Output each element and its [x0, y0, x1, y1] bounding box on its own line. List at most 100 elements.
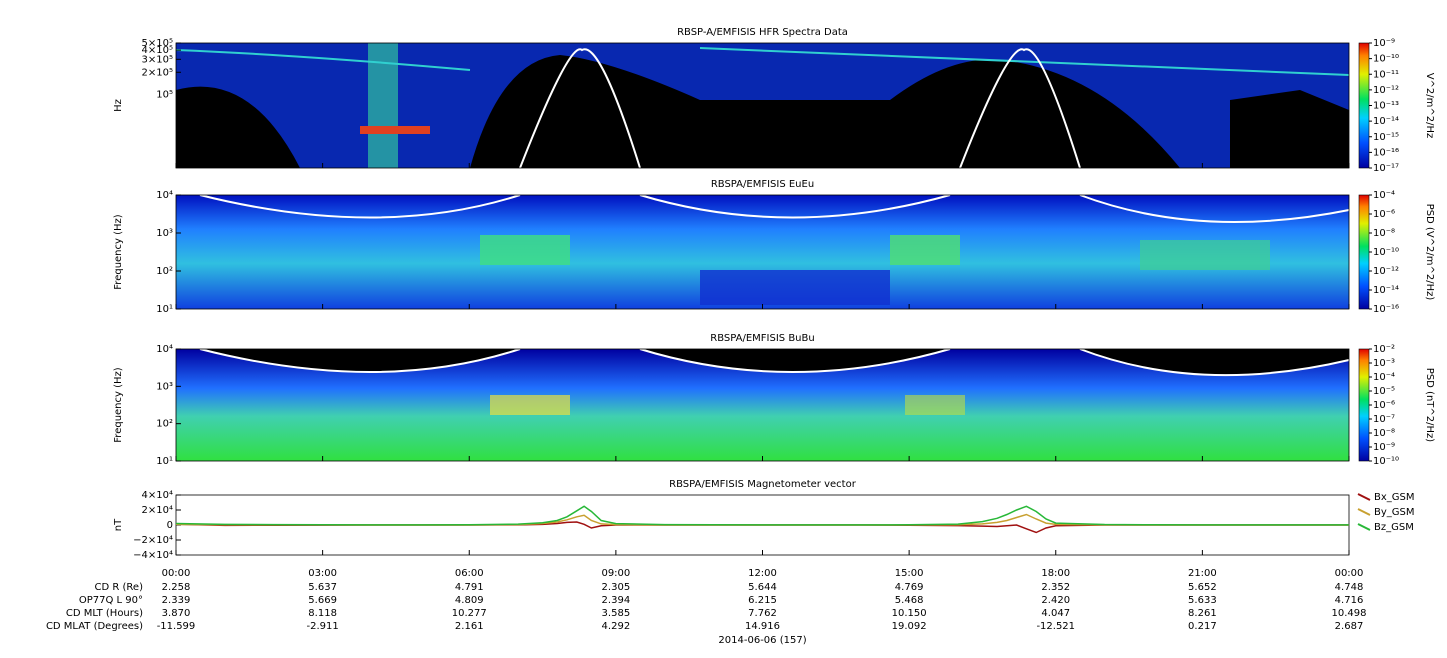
y-axis-label: Frequency (Hz) [113, 367, 124, 443]
colorbar-tick-label: 10⁻⁶ [1373, 400, 1395, 411]
colorbar-tick-label: 10⁻⁴ [1373, 190, 1395, 201]
colorbar [1358, 348, 1370, 462]
ephemeris-value: 2.687 [1335, 621, 1364, 632]
ephemeris-value: 2.258 [162, 582, 191, 593]
colorbar-tick-label: 10⁻¹³ [1373, 101, 1399, 112]
colorbar-tick-label: 10⁻¹⁰ [1373, 247, 1399, 258]
ephemeris-label: CD R (Re) [95, 582, 144, 593]
colorbar-label: V^2/m^2/Hz [1424, 73, 1435, 139]
ephemeris-value: 8.118 [308, 608, 337, 619]
x-tick-label: 00:00 [162, 568, 191, 579]
legend-swatch [1357, 493, 1371, 501]
legend-swatch [1357, 508, 1371, 516]
ephemeris-value: 5.652 [1188, 582, 1217, 593]
ephemeris-value: 2.394 [602, 595, 631, 606]
colorbar [1358, 42, 1370, 169]
ephemeris-value: 4.047 [1041, 608, 1070, 619]
y-tick-label: −2×10⁴ [133, 535, 173, 546]
ephemeris-value: 4.748 [1335, 582, 1364, 593]
colorbar-tick-label: 10⁻⁹ [1373, 38, 1395, 49]
ephemeris-value: 4.292 [602, 621, 631, 632]
x-tick-label: 03:00 [308, 568, 337, 579]
y-tick-label: 10⁵ [156, 89, 173, 100]
ephemeris-value: 7.762 [748, 608, 777, 619]
y-tick-label: 2×10⁴ [142, 505, 173, 516]
panel-title: RBSPA/EMFISIS BuBu [710, 333, 814, 344]
colorbar-tick-label: 10⁻¹⁶ [1373, 304, 1399, 315]
ephemeris-value: 8.261 [1188, 608, 1217, 619]
panel-title: RBSPA/EMFISIS EuEu [711, 179, 814, 190]
y-tick-label: 4×10⁴ [142, 490, 173, 501]
x-tick-label: 21:00 [1188, 568, 1217, 579]
colorbar-tick-label: 10⁻¹⁰ [1373, 456, 1399, 467]
colorbar-tick-label: 10⁻¹⁵ [1373, 132, 1399, 143]
ephemeris-value: -11.599 [157, 621, 196, 632]
colorbar [1358, 194, 1370, 310]
y-axis-label: nT [113, 518, 124, 531]
y-tick-label: 3×10⁵ [142, 54, 173, 65]
x-tick-label: 09:00 [601, 568, 630, 579]
colorbar-tick-label: 10⁻⁴ [1373, 372, 1395, 383]
ephemeris-value: 14.916 [745, 621, 780, 632]
colorbar-tick-label: 10⁻¹² [1373, 85, 1399, 96]
ephemeris-value: 2.352 [1041, 582, 1070, 593]
y-tick-label: 10¹ [156, 304, 173, 315]
legend-label: Bz_GSM [1374, 522, 1414, 533]
ephemeris-value: 4.791 [455, 582, 484, 593]
ephemeris-value: 3.870 [162, 608, 191, 619]
y-tick-label: 10¹ [156, 456, 173, 467]
ephemeris-value: 4.809 [455, 595, 484, 606]
colorbar-tick-label: 10⁻³ [1373, 358, 1395, 369]
colorbar-tick-label: 10⁻⁷ [1373, 414, 1395, 425]
ephemeris-value: 5.637 [308, 582, 337, 593]
y-tick-label: 2×10⁵ [142, 67, 173, 78]
ephemeris-value: 2.339 [162, 595, 191, 606]
colorbar-tick-label: 10⁻¹⁶ [1373, 147, 1399, 158]
series-line [175, 521, 1349, 534]
colorbar-tick-label: 10⁻² [1373, 344, 1395, 355]
panel-title: RBSPA/EMFISIS Magnetometer vector [669, 479, 857, 490]
ephemeris-value: 3.585 [602, 608, 631, 619]
colorbar-label: PSD (V^2/m^2/Hz) [1424, 204, 1435, 301]
ephemeris-value: -2.911 [307, 621, 339, 632]
ephemeris-label: CD MLAT (Degrees) [46, 621, 143, 632]
y-tick-label: −4×10⁴ [133, 550, 173, 561]
panel-title: RBSP-A/EMFISIS HFR Spectra Data [677, 27, 848, 38]
ephemeris-value: 5.644 [748, 582, 777, 593]
legend-swatch [1357, 523, 1371, 531]
colorbar-tick-label: 10⁻⁸ [1373, 428, 1395, 439]
ephemeris-value: 2.161 [455, 621, 484, 632]
x-tick-label: 00:00 [1335, 568, 1364, 579]
ephemeris-value: 5.468 [895, 595, 924, 606]
colorbar-tick-label: 10⁻⁹ [1373, 442, 1395, 453]
y-tick-label: 10⁴ [156, 344, 173, 355]
y-tick-label: 0 [167, 520, 173, 531]
x-axis-label: 2014-06-06 (157) [718, 635, 806, 646]
series-line [175, 505, 1349, 526]
y-tick-label: 4×10⁵ [142, 45, 173, 56]
x-tick-label: 06:00 [455, 568, 484, 579]
legend-label: By_GSM [1374, 507, 1415, 518]
y-tick-label: 5×10⁵ [142, 38, 173, 49]
colorbar-tick-label: 10⁻¹² [1373, 266, 1399, 277]
colorbar-tick-label: 10⁻¹⁷ [1373, 163, 1399, 174]
colorbar-tick-label: 10⁻⁶ [1373, 209, 1395, 220]
y-tick-label: 10³ [156, 381, 173, 392]
ephemeris-value: 10.498 [1332, 608, 1367, 619]
y-tick-label: 10⁴ [156, 190, 173, 201]
legend-label: Bx_GSM [1374, 492, 1415, 503]
x-tick-label: 18:00 [1041, 568, 1070, 579]
ephemeris-value: 6.215 [748, 595, 777, 606]
colorbar-tick-label: 10⁻¹⁴ [1373, 116, 1399, 127]
colorbar-tick-label: 10⁻¹⁰ [1373, 54, 1399, 65]
y-axis-label: Hz [113, 99, 124, 112]
colorbar-tick-label: 10⁻¹¹ [1373, 69, 1399, 80]
colorbar-tick-label: 10⁻⁸ [1373, 228, 1395, 239]
plot-layer: RBSP-A/EMFISIS HFR Spectra DataHz5×10⁵4×… [46, 27, 1435, 646]
y-tick-label: 10³ [156, 228, 173, 239]
x-tick-label: 15:00 [895, 568, 924, 579]
colorbar-tick-label: 10⁻⁵ [1373, 386, 1395, 397]
colorbar-label: PSD (nT^2/Hz) [1424, 368, 1435, 442]
